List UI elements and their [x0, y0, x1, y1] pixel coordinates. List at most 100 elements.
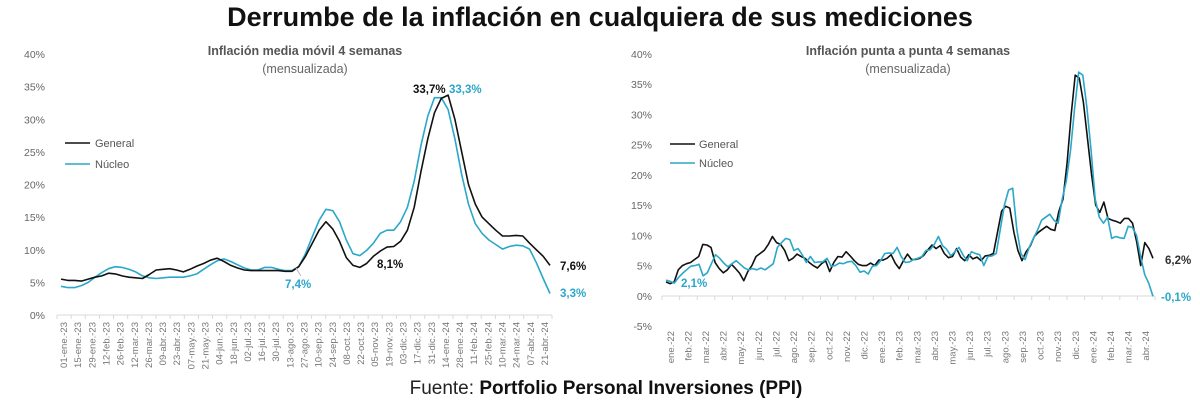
- y-tick-label: 5%: [30, 277, 45, 289]
- chart-left-y-axis: 0% 5% 10% 15% 20% 25% 30% 35% 40%: [24, 49, 45, 322]
- source-prefix: Fuente:: [409, 378, 480, 399]
- annotation-nucleo-low: 2,1%: [681, 278, 707, 290]
- y-tick-label: 35%: [631, 79, 652, 91]
- chart-left-annotations: 33,7% 33,3% 7,4% 8,1% 7,6% 3,3%: [285, 84, 586, 300]
- y-tick-label: 30%: [631, 109, 652, 121]
- annotation-general-peak: 33,7%: [413, 84, 446, 96]
- chart-right-legend: General Núcleo: [670, 139, 738, 170]
- x-tick-label: 19-nov.-23: [384, 322, 395, 367]
- chart-left-title: Inflación media móvil 4 semanas: [208, 44, 403, 58]
- y-tick-label: 10%: [631, 230, 652, 242]
- x-tick-label: ene.-24: [1088, 331, 1099, 363]
- x-tick-label: 07-may.-23: [186, 322, 197, 369]
- x-tick-label: jul.-23: [983, 331, 994, 358]
- x-tick-label: jun.-23: [965, 331, 976, 361]
- series-line-nucleo: [60, 96, 551, 294]
- x-tick-label: oct.-22: [824, 331, 835, 360]
- x-tick-label: feb.-23: [895, 331, 906, 361]
- x-tick-label: 12-mar.-23: [130, 322, 141, 368]
- x-tick-label: mar.-24: [1124, 331, 1135, 363]
- chart-right-annotations: 2,1% 6,2% -0,1%: [681, 255, 1191, 304]
- x-tick-label: jul.-22: [771, 331, 782, 358]
- x-tick-label: 28-ene.-24: [455, 322, 466, 368]
- x-tick-label: ene.-22: [666, 331, 677, 363]
- annotation-nucleo-last: 3,3%: [560, 288, 586, 300]
- x-tick-label: nov.-22: [842, 331, 853, 362]
- x-tick-label: 27-ago.-23: [300, 322, 311, 368]
- source-footer: Fuente: Portfolio Personal Inversiones (…: [0, 378, 1200, 400]
- series-line-general: [665, 74, 1154, 285]
- x-tick-label: sep.-23: [1018, 331, 1029, 363]
- y-tick-label: 20%: [24, 180, 45, 192]
- x-tick-label: 09-abr.-23: [158, 322, 169, 365]
- annotation-nucleo-peak: 33,3%: [449, 84, 482, 96]
- x-tick-label: 14-ene.-24: [441, 322, 452, 368]
- legend-general-label: General: [699, 139, 738, 151]
- x-tick-label: 25-feb.-24: [483, 322, 494, 365]
- x-tick-label: 11-feb.-24: [469, 322, 480, 365]
- chart-right-x-axis: ene.-22 feb.-22 mar.-22 abr.-22 may.-22 jun.-…: [661, 295, 1156, 365]
- y-tick-label: 0%: [637, 291, 652, 303]
- x-tick-label: 12-feb.-23: [102, 322, 113, 365]
- chart-left-x-axis: 01-ene.-23 15-ene.-23 29-ene.-23 12-feb.-23…: [56, 314, 553, 369]
- x-tick-label: 15-ene.-23: [73, 322, 84, 368]
- chart-right-point-to-point: Inflación punta a punta 4 semanas (mensu…: [631, 44, 1191, 365]
- x-tick-label: 01-ene.-23: [59, 322, 70, 368]
- annotation-general-last: 6,2%: [1165, 255, 1191, 267]
- x-tick-label: feb.-22: [683, 331, 694, 361]
- chart-right-series: [665, 71, 1154, 297]
- x-tick-label: 22-oct.-23: [356, 322, 367, 365]
- y-tick-label: 5%: [637, 261, 652, 273]
- legend-general-label: General: [95, 138, 134, 150]
- y-tick-label: 35%: [24, 82, 45, 94]
- x-tick-label: sep.-22: [807, 331, 818, 363]
- annotation-nucleo-last: -0,1%: [1161, 292, 1191, 304]
- y-tick-label: 30%: [24, 114, 45, 126]
- annotation-general-nov: 8,1%: [377, 259, 403, 271]
- y-tick-label: 20%: [631, 170, 652, 182]
- series-line-general: [60, 94, 551, 282]
- x-tick-label: dic.-23: [1071, 331, 1082, 360]
- x-tick-label: feb.-24: [1106, 331, 1117, 361]
- x-tick-label: 24-mar.-24: [512, 322, 523, 368]
- x-tick-label: 23-abr.-23: [172, 322, 183, 365]
- x-tick-label: 26-mar.-23: [144, 322, 155, 368]
- main-title: Derrumbe de la inflación en cualquiera d…: [227, 2, 973, 32]
- x-tick-label: abr.-24: [1141, 331, 1152, 361]
- annotation-leader-line: [295, 267, 302, 277]
- x-tick-label: ago.-23: [1000, 331, 1011, 363]
- x-tick-label: oct.-23: [1036, 331, 1047, 360]
- x-tick-label: mar.-22: [701, 331, 712, 363]
- y-tick-label: 15%: [631, 200, 652, 212]
- x-tick-label: 30-jul.-23: [271, 322, 282, 362]
- legend-nucleo-label: Núcleo: [699, 158, 733, 170]
- x-tick-label: 29-ene.-23: [87, 322, 98, 368]
- x-tick-label: 08-oct.-23: [342, 322, 353, 365]
- chart-right-title: Inflación punta a punta 4 semanas: [806, 44, 1010, 58]
- source-name: Portfolio Personal Inversiones (PPI): [479, 378, 803, 399]
- y-tick-label: 25%: [631, 140, 652, 152]
- x-tick-label: 13-ago.-23: [285, 322, 296, 368]
- x-tick-label: abr.-23: [930, 331, 941, 361]
- chart-left-series: [60, 94, 551, 294]
- x-tick-label: 21-may.-23: [201, 322, 212, 369]
- x-tick-label: 26-feb.-23: [116, 322, 127, 365]
- x-tick-label: may.-22: [736, 331, 747, 365]
- x-tick-label: 04-jun.-23: [215, 322, 226, 365]
- chart-right-subtitle: (mensualizada): [865, 62, 950, 76]
- x-tick-label: dic.-22: [859, 331, 870, 360]
- x-tick-label: 18-jun.-23: [229, 322, 240, 365]
- y-tick-label: 15%: [24, 212, 45, 224]
- legend-nucleo-label: Núcleo: [95, 159, 129, 171]
- x-tick-label: ago.-22: [789, 331, 800, 363]
- x-tick-label: 10-mar.-24: [498, 322, 509, 368]
- series-line-nucleo: [665, 71, 1154, 297]
- x-tick-label: 16-jul.-23: [257, 322, 268, 362]
- x-tick-label: 21-abr.-24: [540, 322, 551, 365]
- x-tick-label: 10-sep.-23: [314, 322, 325, 367]
- x-tick-label: may.-23: [948, 331, 959, 365]
- x-tick-label: ene.-23: [877, 331, 888, 363]
- annotation-nucleo-low: 7,4%: [285, 279, 311, 291]
- x-tick-label: 17-dic.-23: [413, 322, 424, 364]
